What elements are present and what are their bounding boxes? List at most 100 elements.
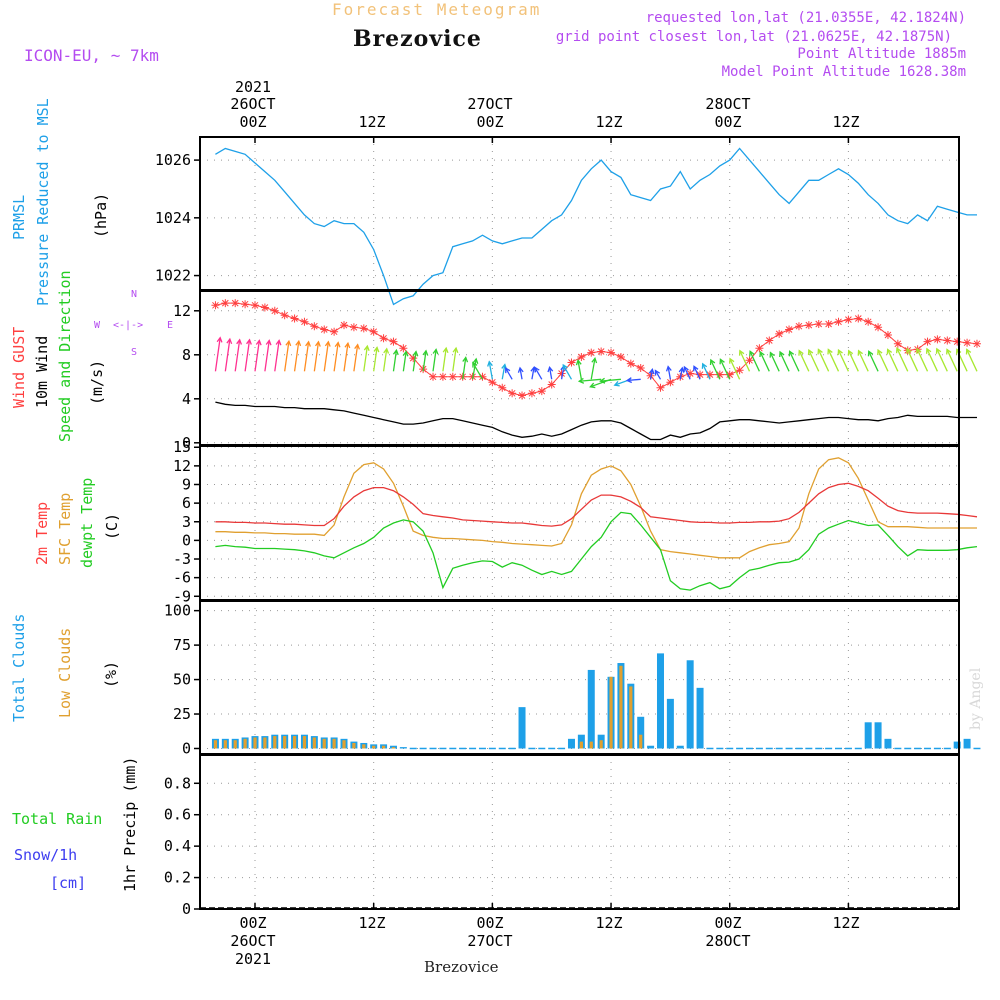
wind-arrow [254, 340, 260, 372]
gust-marker [518, 391, 527, 400]
wind-arrowhead [925, 347, 932, 354]
y-tick-label: 3 [182, 513, 191, 531]
compass-w: W [94, 320, 101, 331]
wind-arrow [577, 360, 583, 380]
low-cloud-bar [372, 745, 376, 749]
gust-marker [972, 339, 981, 348]
gridpoint-coords: grid point closest lon,lat (21.0625E, 42… [555, 29, 952, 45]
total-cloud-bar [874, 722, 882, 749]
top-tick-3: 12Z [595, 113, 623, 131]
y-tick-label: 0.4 [164, 837, 191, 855]
wind-arrow [739, 350, 751, 372]
wind-arrow [719, 359, 731, 380]
low-cloud-bar [352, 742, 356, 749]
gust-marker [686, 369, 695, 378]
wind-arrowhead [255, 339, 262, 346]
bottom-tick-5: 12Z [832, 914, 860, 932]
wind-arrowhead [946, 348, 952, 355]
bottom-date-0: 26OCT [230, 932, 276, 950]
low-cloud-bar [579, 741, 583, 749]
gust-marker [567, 358, 576, 367]
wind-arrow [333, 342, 339, 372]
wind-arrowhead [827, 348, 833, 355]
y-tick-label: 25 [173, 705, 191, 723]
wind-arrowhead [402, 350, 409, 357]
wind-arrow [274, 340, 280, 372]
low-cloud-bar [629, 686, 633, 749]
gust-marker [705, 370, 714, 379]
gust-marker [735, 366, 744, 375]
gust-marker [349, 323, 358, 332]
y-tick-label: 0.6 [164, 806, 191, 824]
top-tick-4: 00Z [714, 113, 742, 131]
wind-arrowhead [462, 356, 469, 363]
total-cloud-bar [656, 653, 664, 749]
wind-arrowhead [383, 347, 390, 354]
wind-arrowhead [779, 350, 785, 358]
y-tick-label: 100 [164, 602, 191, 620]
wind-arrowhead [517, 366, 524, 373]
wind-arrowhead [452, 346, 459, 354]
wind-line [215, 401, 977, 441]
wind-arrow [817, 349, 830, 372]
gust-marker [320, 325, 329, 334]
wind-arrowhead [877, 348, 883, 356]
gust-marker [359, 324, 368, 333]
wind-arrowhead [654, 369, 661, 376]
wind-arrowhead [738, 349, 745, 356]
y-tick-label: -3 [173, 550, 191, 568]
total-cloud-bar [647, 745, 655, 749]
wind-arrow [627, 378, 641, 382]
wind-arrowhead [817, 348, 823, 355]
gust-marker [745, 356, 754, 365]
gust-marker [310, 322, 319, 331]
wind-arrowhead [678, 366, 685, 373]
wind-arrowhead [589, 382, 596, 389]
wind-arrow [442, 348, 447, 372]
gust-marker [953, 337, 962, 346]
pressure-line [215, 147, 977, 306]
wind-arrowhead [442, 346, 449, 354]
wind-arrow [654, 370, 662, 380]
wind-arrowhead [334, 341, 341, 348]
wind-arrow [519, 367, 523, 380]
gust-marker [221, 299, 230, 308]
wind-arrowhead [591, 356, 598, 364]
total-cloud-bar [686, 660, 694, 749]
low-cloud-bar [332, 738, 336, 749]
y-tick-label: 9 [182, 476, 191, 494]
top-date-0: 26OCT [230, 95, 276, 113]
wind-arrow [693, 366, 701, 380]
gust-marker [963, 338, 972, 347]
total-cloud-bar [864, 722, 872, 749]
gust-marker [587, 348, 596, 357]
low-cloud-bar [283, 736, 287, 749]
y-tick-label: 12 [173, 457, 191, 475]
wind-arrowhead [422, 349, 429, 356]
gust-marker [330, 327, 339, 336]
wind-arrowhead [613, 380, 620, 387]
y-tick-label: 12 [173, 302, 191, 320]
wind-arrow [363, 345, 368, 372]
top-year: 2021 [234, 78, 272, 96]
total-cloud-bar [518, 707, 526, 749]
y-tick-label: 0 [182, 900, 191, 918]
wind-arrowhead [314, 340, 321, 347]
bottom-tick-1: 12Z [358, 914, 386, 932]
wind-arrow [946, 349, 958, 372]
wind-arrowhead [916, 347, 922, 354]
wind-arrow [729, 358, 741, 380]
gust-marker [488, 378, 497, 387]
wind-arrow [402, 351, 407, 372]
panel-frame [199, 754, 960, 910]
wind-arrowhead [562, 363, 568, 371]
gust-marker [923, 337, 932, 346]
wind-arrowhead [857, 349, 863, 356]
gust-marker [547, 380, 556, 389]
wind-arrowhead [472, 361, 478, 368]
wind-arrow [562, 364, 573, 380]
wind-arrow [534, 367, 543, 380]
gust-marker [241, 300, 250, 309]
wind-arrow [303, 341, 310, 372]
